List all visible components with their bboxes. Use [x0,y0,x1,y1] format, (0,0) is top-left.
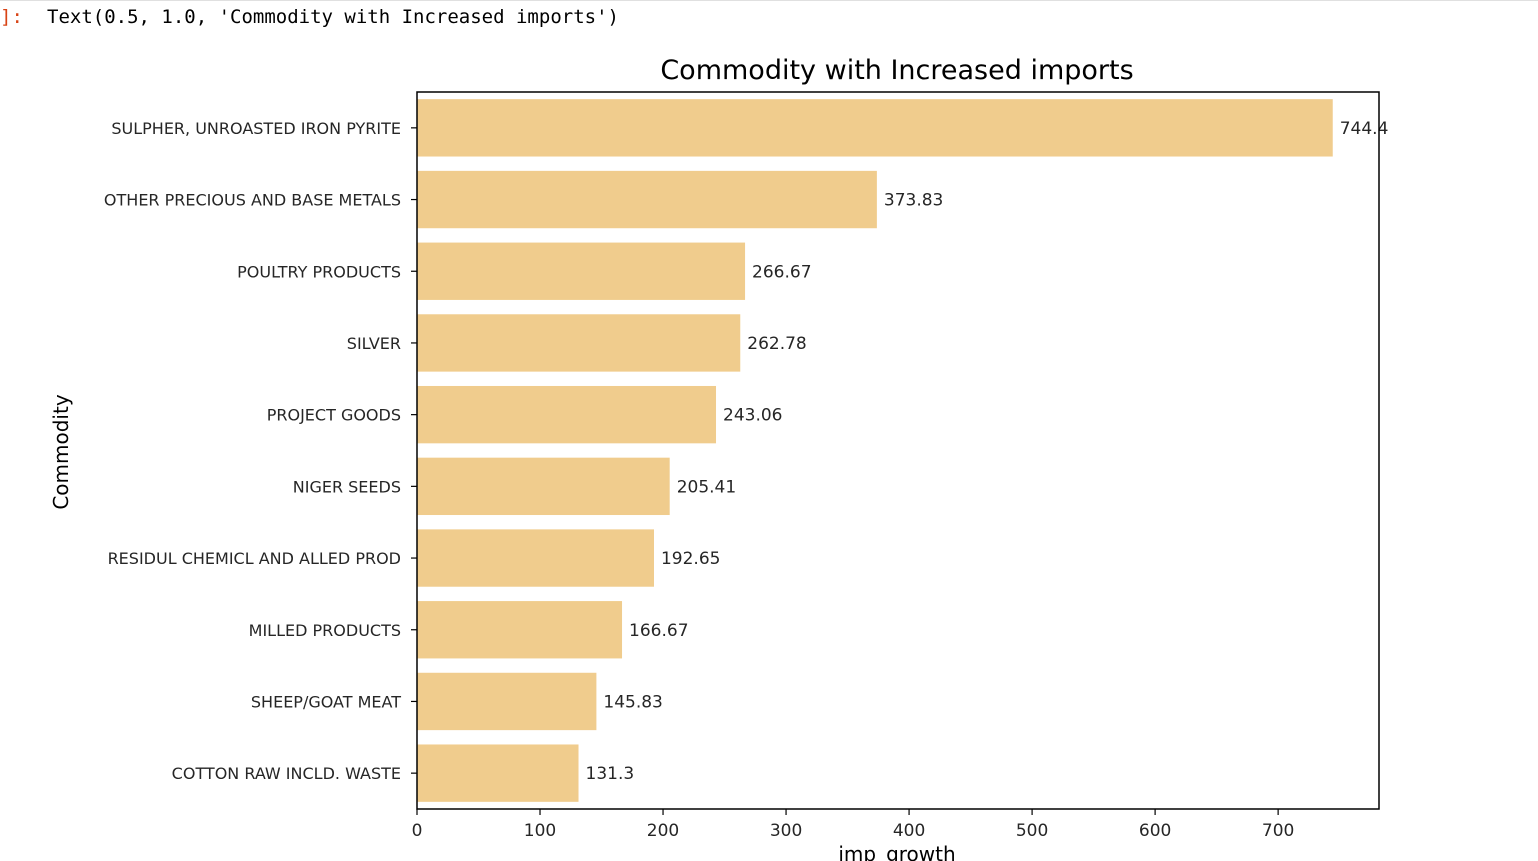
bar [417,529,654,587]
bar-value-label: 373.83 [884,191,943,211]
category-label: OTHER PRECIOUS AND BASE METALS [104,191,401,210]
y-axis-label: Commodity [49,394,73,509]
bar-value-label: 145.83 [603,692,662,712]
x-tick-label: 500 [1016,821,1048,841]
category-label: MILLED PRODUCTS [249,621,401,640]
bar [417,314,741,372]
x-tick-label: 0 [412,821,423,841]
cell-output-text: Text(0.5, 1.0, 'Commodity with Increased… [47,6,619,28]
bar-value-label: 166.67 [629,621,688,641]
x-tick-label: 100 [524,821,556,841]
x-tick-label: 600 [1139,821,1171,841]
category-label: PROJECT GOODS [267,406,401,425]
bar-value-label: 243.06 [723,406,782,426]
bar-value-label: 131.3 [586,764,635,784]
category-label: POULTRY PRODUCTS [237,262,401,281]
category-label: SILVER [347,334,401,353]
cell-top-border [0,0,1538,1]
bar [417,242,746,300]
x-axis-label: imp_growth [838,842,955,861]
chart-title: Commodity with Increased imports [660,55,1133,86]
bar [417,672,597,731]
bar [417,99,1333,157]
bar-value-label: 192.65 [661,549,720,569]
bar [417,385,717,444]
x-tick-label: 200 [647,821,679,841]
bar [417,601,623,659]
category-label: NIGER SEEDS [293,477,401,496]
bar [417,744,579,802]
category-label: COTTON RAW INCLD. WASTE [172,764,401,783]
bar-value-label: 744.4 [1340,119,1389,139]
x-tick-label: 700 [1262,821,1294,841]
plot-frame [416,91,1380,810]
category-labels: SULPHER, UNROASTED IRON PYRITE OTHER PREC… [104,119,417,783]
bar-value-label: 205.41 [677,477,736,497]
bar-value-label: 262.78 [747,334,806,354]
category-label: RESIDUL CHEMICL AND ALLED PROD [108,549,401,568]
category-label: SULPHER, UNROASTED IRON PYRITE [111,119,401,138]
bar [417,457,670,516]
cell-prompt: ]: [0,6,23,28]
bars-group: 744.4 373.83 266.67 262.78 243.06 205.41 192.6… [417,99,1388,802]
bar [417,170,877,229]
x-ticks: 0 100 200 300 400 500 600 700 [412,809,1294,841]
x-tick-label: 400 [893,821,925,841]
x-tick-label: 300 [770,821,802,841]
category-label: SHEEP/GOAT MEAT [251,692,401,711]
bar-value-label: 266.67 [752,262,811,282]
